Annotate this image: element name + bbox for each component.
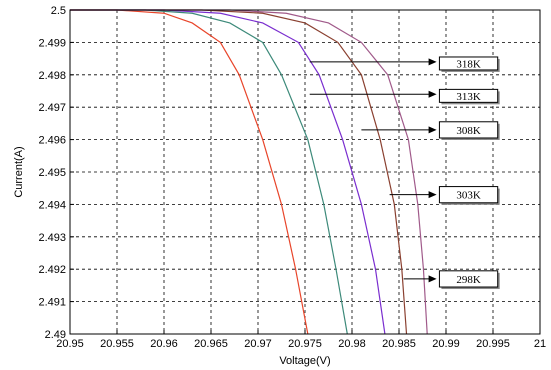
- y-axis-label: Current(A): [13, 146, 25, 197]
- x-tick-label: 20.995: [476, 338, 510, 350]
- x-tick-label: 20.97: [244, 338, 272, 350]
- annotation-box: [438, 88, 499, 103]
- y-tick-label: 2.499: [38, 37, 66, 49]
- x-tick-label: 20.96: [150, 338, 178, 350]
- annotations: 318K 313K 308K 303K 298K: [309, 56, 500, 290]
- annotation-arrow-head: [428, 58, 437, 66]
- series-line: [70, 9, 348, 335]
- annotation-arrow-head: [428, 90, 437, 98]
- x-tick-label: 20.98: [338, 338, 366, 350]
- annotation-box: [438, 56, 499, 71]
- annotation-label: 313K: [456, 91, 481, 103]
- series-line: [70, 9, 428, 335]
- y-tick-label: 2.492: [38, 264, 66, 276]
- x-tick-label: 20.975: [288, 338, 322, 350]
- annotation-box: [438, 270, 499, 288]
- annotation-box: [438, 186, 499, 204]
- x-tick-label: 20.985: [382, 338, 416, 350]
- annotation-arrow-head: [428, 191, 437, 199]
- annotation-arrow-head: [428, 275, 437, 283]
- annotation-box: [438, 121, 499, 139]
- series-line: [70, 9, 408, 335]
- y-tick-label: 2.5: [51, 5, 66, 17]
- y-tick-label: 2.496: [38, 135, 66, 147]
- annotation-arrow-head: [428, 126, 437, 134]
- y-tick-labels: 2.49 2.491 2.492 2.493 2.494 2.495 2.496 2.497 2…: [38, 5, 74, 341]
- y-tick-label: 2.495: [38, 167, 66, 179]
- series-lines: [70, 9, 428, 335]
- y-tick-label: 2.498: [38, 70, 66, 82]
- x-axis-label: Voltage(V): [279, 355, 330, 367]
- x-tick-label: 20.99: [432, 338, 460, 350]
- x-tick-label: 20.955: [100, 338, 134, 350]
- y-tick-label: 2.494: [38, 199, 66, 211]
- series-line: [70, 9, 309, 335]
- x-tick-label: 20.965: [194, 338, 228, 350]
- y-tick-label: 2.493: [38, 232, 66, 244]
- x-tick-labels: 20.95 20.955 20.96 20.965 20.97 20.975 20.98 20…: [56, 330, 546, 350]
- annotation-label: 318K: [456, 58, 481, 70]
- y-tick-label: 2.49: [45, 329, 66, 341]
- annotation-label: 308K: [456, 125, 481, 137]
- y-tick-label: 2.497: [38, 102, 66, 114]
- annotation-label: 298K: [456, 274, 481, 286]
- series-line: [70, 9, 386, 335]
- annotation-label: 303K: [456, 190, 481, 202]
- x-tick-label: 20.95: [56, 338, 84, 350]
- y-tick-label: 2.491: [38, 297, 66, 309]
- x-tick-label: 21: [534, 338, 546, 350]
